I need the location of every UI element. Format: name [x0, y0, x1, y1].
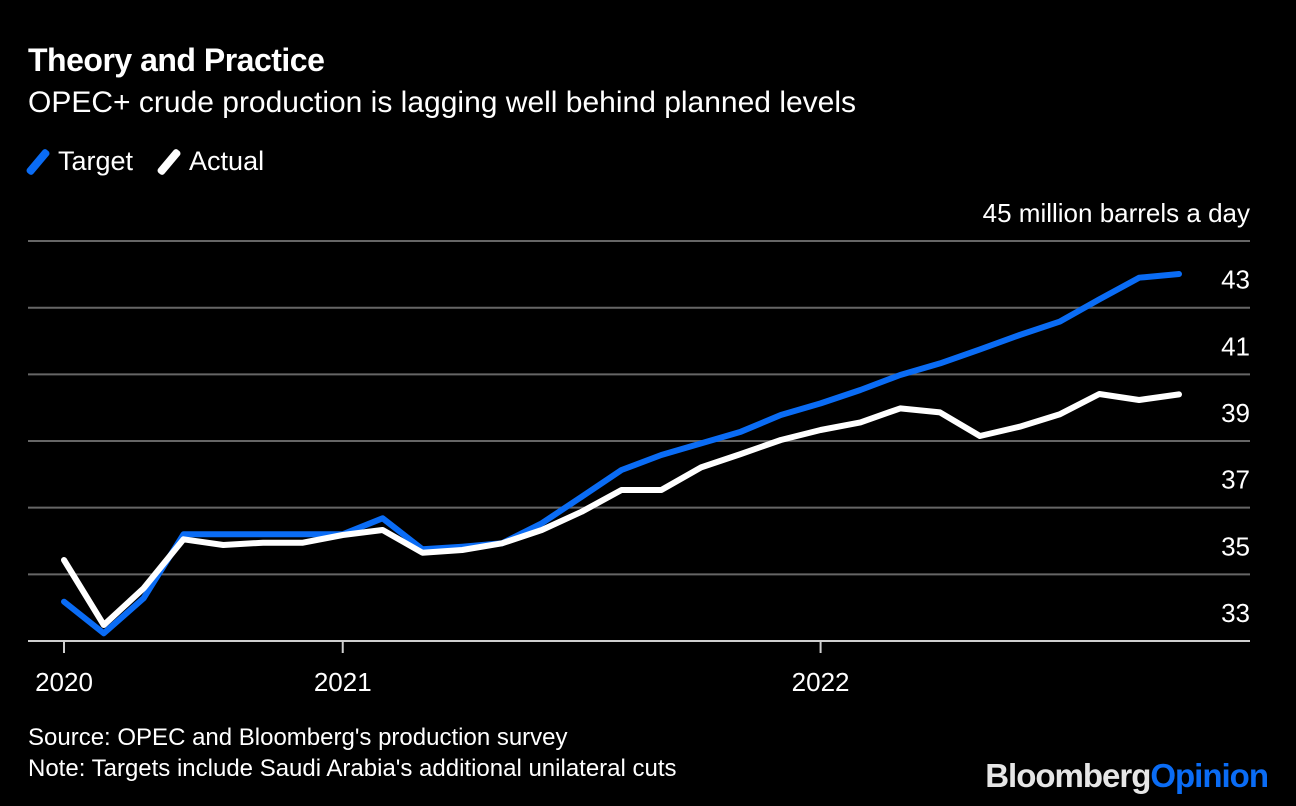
data-point-actual: [581, 511, 583, 513]
data-point-actual: [1178, 393, 1180, 395]
x-tick-label: 2022: [792, 667, 850, 697]
y-tick-label: 43: [1221, 265, 1250, 295]
data-point-target: [1019, 334, 1021, 336]
data-point-target: [1138, 277, 1140, 279]
data-point-target: [1178, 273, 1180, 275]
data-point-actual: [1019, 426, 1021, 428]
data-point-actual: [740, 453, 742, 455]
data-point-target: [143, 597, 145, 599]
data-point-actual: [182, 538, 184, 540]
legend: Target Actual: [25, 146, 276, 177]
data-point-target: [63, 601, 65, 603]
footer: Source: OPEC and Bloomberg's production …: [28, 722, 677, 784]
legend-label-target: Target: [58, 146, 134, 176]
x-tick-label: 2021: [314, 667, 372, 697]
data-point-target: [302, 533, 304, 535]
data-point-actual: [939, 411, 941, 413]
data-point-target: [103, 632, 105, 634]
data-point-actual: [342, 534, 344, 536]
chart-title: Theory and Practice: [28, 42, 325, 78]
x-tick-label: 2020: [35, 667, 93, 697]
data-point-target: [222, 533, 224, 535]
data-point-actual: [859, 421, 861, 423]
series-line-actual: [61, 391, 1182, 628]
data-point-actual: [620, 489, 622, 491]
y-tick-label: 45 million barrels a day: [983, 198, 1250, 228]
data-point-actual: [979, 435, 981, 437]
data-point-actual: [421, 552, 423, 554]
data-point-target: [1098, 298, 1100, 300]
data-point-actual: [660, 489, 662, 491]
data-point-target: [1059, 321, 1060, 323]
footnote: Note: Targets include Saudi Arabia's add…: [28, 755, 677, 782]
data-point-target: [541, 522, 543, 524]
data-point-actual: [820, 429, 822, 431]
data-point-actual: [1059, 413, 1060, 415]
data-point-target: [780, 414, 782, 416]
data-point-target: [700, 442, 702, 444]
legend-label-actual: Actual: [189, 146, 265, 176]
data-point-actual: [780, 439, 782, 441]
data-point-actual: [501, 542, 503, 544]
data-point-target: [899, 374, 901, 376]
data-point-target: [581, 496, 583, 498]
y-tick-label: 35: [1221, 531, 1250, 561]
y-tick-label: 33: [1221, 598, 1250, 628]
data-point-target: [859, 389, 861, 391]
data-point-actual: [63, 559, 65, 561]
data-point-actual: [1138, 399, 1140, 401]
data-point-actual: [262, 542, 264, 544]
data-point-target: [939, 362, 941, 364]
data-point-actual: [302, 542, 304, 544]
data-point-actual: [541, 529, 543, 531]
data-point-actual: [143, 587, 145, 589]
data-point-target: [620, 469, 622, 471]
data-point-actual: [899, 407, 901, 409]
bloomberg-opinion-logo: BloombergOpinion: [985, 757, 1269, 794]
data-point-actual: [700, 466, 702, 468]
data-point-actual: [382, 529, 384, 531]
data-point-target: [740, 431, 742, 433]
legend-item-actual: Actual: [156, 146, 265, 177]
y-tick-label: 39: [1221, 398, 1250, 428]
data-point-actual: [222, 544, 224, 546]
y-tick-label: 41: [1221, 331, 1250, 361]
legend-item-target: Target: [25, 146, 134, 177]
series-line-target: [61, 271, 1182, 637]
data-point-target: [660, 454, 662, 456]
data-point-target: [820, 402, 822, 404]
chart-subtitle: OPEC+ crude production is lagging well b…: [28, 86, 857, 119]
data-point-actual: [103, 624, 105, 626]
data-point-target: [979, 348, 981, 350]
data-point-actual: [461, 549, 463, 551]
data-point-target: [262, 533, 264, 535]
source-note: Source: OPEC and Bloomberg's production …: [28, 724, 568, 751]
data-point-target: [182, 533, 184, 535]
data-point-target: [382, 517, 384, 519]
data-point-actual: [1098, 393, 1100, 395]
y-tick-label: 37: [1221, 465, 1250, 495]
